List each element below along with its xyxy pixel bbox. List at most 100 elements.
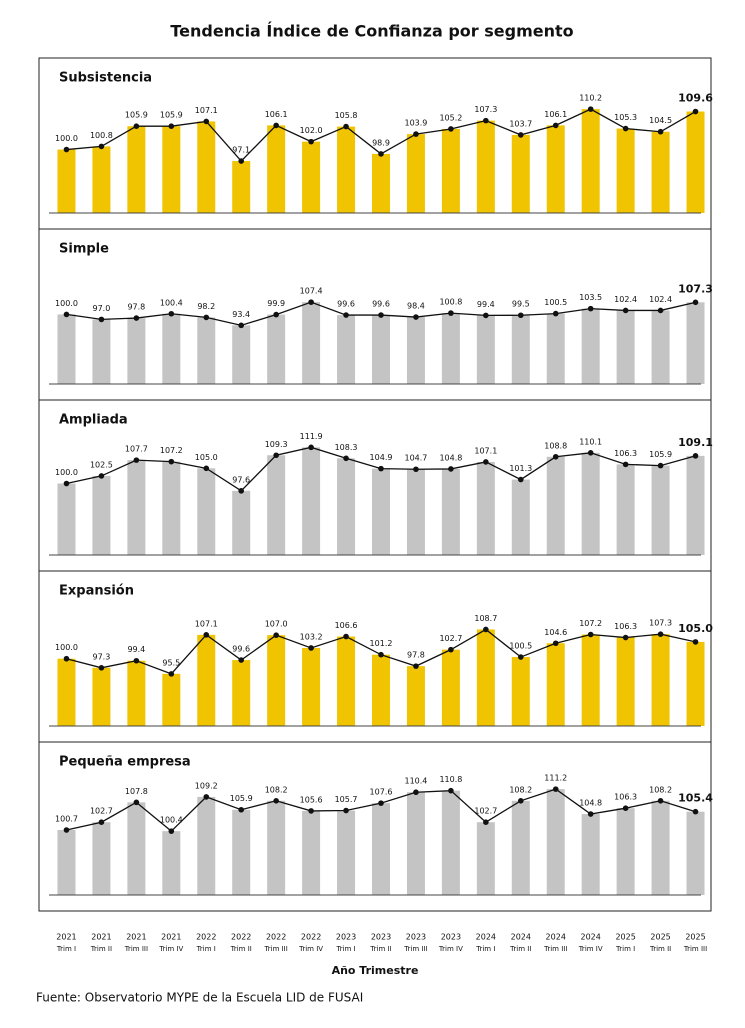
x-tick-quarter: Trim I (335, 945, 355, 953)
point (343, 455, 349, 462)
point (168, 310, 175, 317)
point (168, 671, 175, 677)
value-label: 104.8 (439, 453, 462, 462)
point (308, 808, 314, 814)
value-label: 105.7 (335, 795, 358, 804)
point (692, 808, 699, 815)
point (622, 307, 629, 314)
point (657, 631, 664, 637)
bar (476, 461, 495, 555)
point (238, 488, 245, 494)
point (343, 633, 349, 640)
bar (57, 658, 76, 726)
point (273, 452, 279, 459)
x-tick-year: 2021 (126, 933, 146, 942)
bar (511, 134, 530, 213)
point (692, 639, 699, 645)
bar (337, 458, 356, 555)
point (133, 315, 140, 321)
value-label: 100.5 (544, 298, 567, 307)
value-label: 100.4 (160, 816, 183, 825)
point (378, 465, 384, 472)
value-label: 97.1 (232, 146, 250, 155)
point (343, 312, 349, 318)
bar (197, 796, 216, 895)
bar (302, 810, 321, 895)
x-axis-label: Año Trimestre (332, 964, 419, 977)
bar (581, 634, 600, 726)
point (692, 299, 699, 306)
bar (616, 464, 635, 555)
point (517, 312, 524, 319)
bar (162, 831, 181, 895)
value-label: 100.0 (55, 643, 78, 652)
point (552, 310, 559, 317)
point (483, 459, 489, 465)
value-label: 105.0 (195, 453, 218, 462)
point (657, 128, 664, 135)
value-label: 98.2 (197, 302, 215, 311)
value-label: 107.6 (370, 788, 393, 797)
x-tick-year: 2021 (56, 933, 76, 942)
x-tick-year: 2025 (685, 933, 705, 942)
point (308, 444, 314, 451)
bar (406, 317, 425, 384)
point (622, 125, 629, 132)
point (98, 665, 105, 671)
bar (92, 146, 111, 213)
bar (127, 460, 146, 555)
value-label: 107.2 (579, 619, 602, 628)
bar (651, 634, 670, 726)
point (238, 657, 245, 663)
point (343, 807, 349, 814)
point (63, 827, 70, 833)
point (587, 811, 594, 817)
point (448, 466, 454, 472)
point (63, 146, 70, 153)
value-label: 106.6 (335, 621, 358, 630)
value-label: 100.0 (55, 468, 78, 477)
bar (302, 141, 321, 213)
bar (616, 808, 635, 895)
value-label: 107.1 (195, 619, 218, 628)
point (168, 828, 175, 834)
bar (372, 153, 390, 213)
point (587, 106, 594, 112)
bar (616, 128, 635, 213)
point (657, 307, 664, 314)
value-label: 104.8 (579, 799, 602, 808)
bar (406, 469, 425, 555)
value-label: 100.0 (55, 299, 78, 308)
value-label: 104.7 (404, 454, 427, 463)
value-label: 99.4 (127, 645, 145, 654)
value-label: 108.2 (265, 785, 288, 794)
point (133, 657, 140, 664)
value-label: 105.9 (649, 450, 672, 459)
bar (651, 131, 670, 213)
bar (651, 465, 670, 555)
point (622, 461, 629, 468)
value-label: 110.8 (439, 775, 462, 784)
point (587, 450, 594, 456)
x-tick-year: 2024 (476, 933, 496, 942)
point (413, 314, 419, 320)
bar (441, 128, 460, 213)
bar (581, 109, 600, 213)
bar (651, 310, 670, 384)
value-label: 110.1 (579, 437, 602, 446)
bar (232, 325, 251, 384)
point (448, 787, 454, 794)
bar (197, 634, 216, 726)
value-label: 104.5 (649, 116, 672, 125)
value-label: 99.6 (372, 300, 390, 309)
x-tick-year: 2022 (231, 933, 251, 942)
point (448, 126, 454, 132)
point (517, 476, 524, 483)
bar (197, 121, 216, 213)
value-label: 107.1 (195, 106, 218, 115)
value-label: 105.9 (230, 794, 253, 803)
bar (476, 822, 495, 895)
value-label: 105.4 (678, 792, 713, 805)
point (378, 800, 384, 806)
